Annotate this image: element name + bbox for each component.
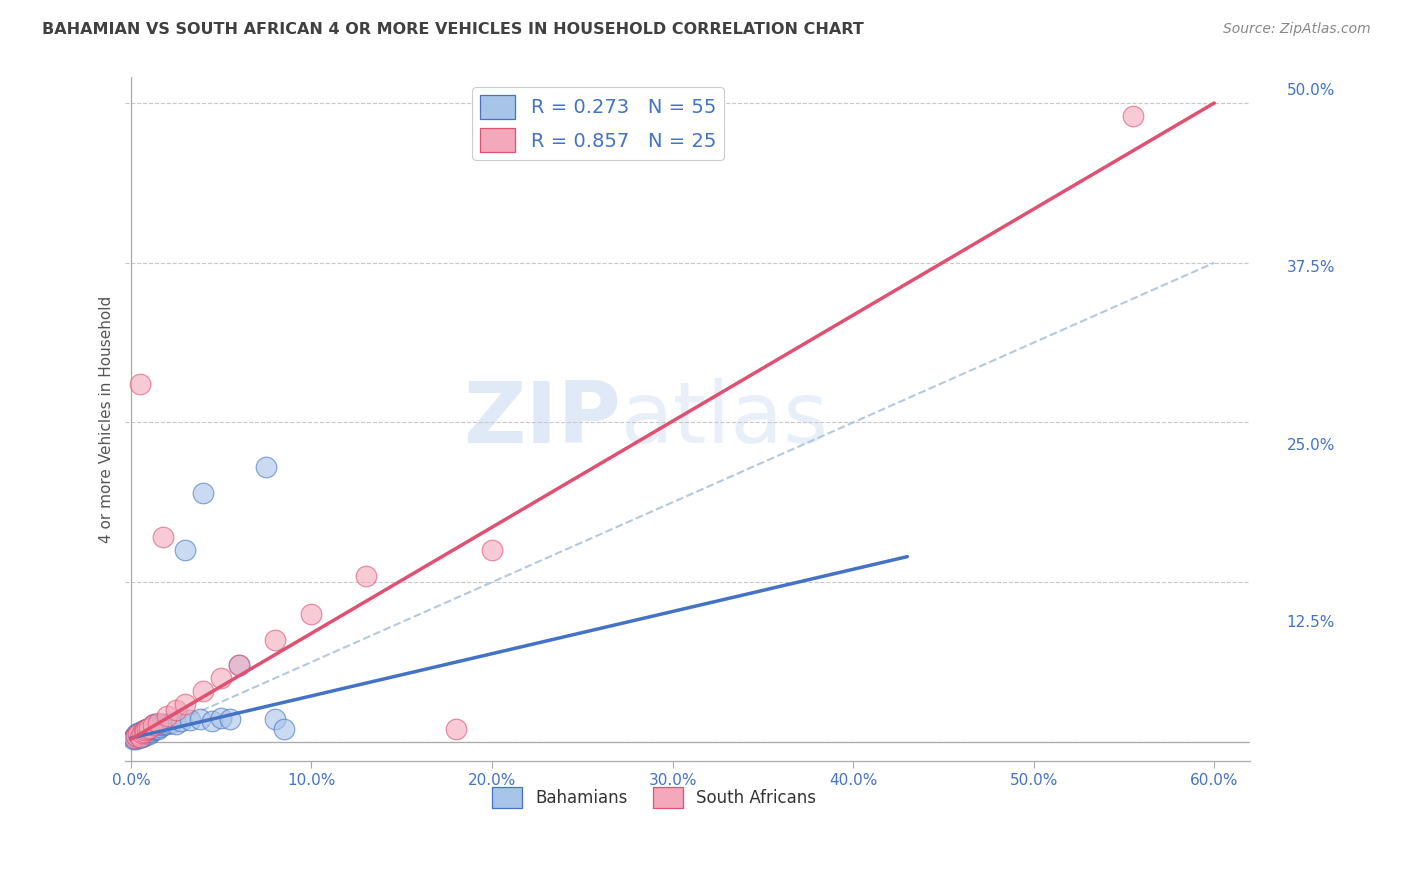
Point (188, 712, 211, 726)
Point (131, 726, 153, 740)
Point (1122, 109, 1144, 123)
Point (152, 717, 174, 731)
Point (124, 731, 146, 745)
Text: 50.0%: 50.0% (1286, 83, 1334, 98)
Point (354, 569, 377, 583)
Point (143, 717, 166, 731)
Point (156, 717, 179, 731)
Point (264, 712, 287, 726)
Point (132, 724, 155, 739)
Point (254, 460, 277, 475)
Point (273, 722, 295, 736)
Point (139, 724, 162, 739)
Point (129, 730, 152, 744)
Point (125, 729, 148, 743)
Text: ZIP: ZIP (463, 377, 620, 461)
Point (131, 726, 153, 740)
Point (209, 711, 232, 725)
Point (125, 729, 148, 743)
Point (201, 714, 224, 729)
Text: 37.5%: 37.5% (1286, 260, 1334, 276)
Point (165, 703, 187, 717)
Point (127, 731, 149, 745)
Text: BAHAMIAN VS SOUTH AFRICAN 4 OR MORE VEHICLES IN HOUSEHOLD CORRELATION CHART: BAHAMIAN VS SOUTH AFRICAN 4 OR MORE VEHI… (42, 22, 863, 37)
Text: Source: ZipAtlas.com: Source: ZipAtlas.com (1223, 22, 1371, 37)
Point (179, 713, 201, 727)
Text: 12.5%: 12.5% (1286, 615, 1334, 630)
Point (191, 485, 214, 500)
Point (134, 723, 156, 738)
Point (127, 729, 149, 743)
Point (444, 722, 467, 736)
Point (156, 709, 179, 723)
Point (228, 658, 250, 673)
Point (129, 377, 152, 392)
Point (152, 531, 174, 545)
Point (143, 722, 166, 736)
Point (131, 730, 153, 744)
Point (142, 718, 165, 732)
Point (146, 722, 169, 736)
Point (134, 726, 156, 740)
Point (174, 697, 197, 711)
Point (138, 721, 160, 735)
Point (134, 723, 156, 738)
Point (139, 720, 162, 734)
Point (170, 714, 193, 729)
Point (134, 727, 156, 741)
Text: 25.0%: 25.0% (1286, 438, 1334, 452)
Point (138, 727, 160, 741)
Point (124, 731, 146, 745)
Point (132, 726, 155, 740)
Point (481, 543, 503, 558)
Legend: Bahamians, South Africans: Bahamians, South Africans (485, 780, 823, 814)
Point (219, 712, 242, 726)
Point (125, 727, 148, 741)
Point (301, 607, 323, 621)
Point (132, 729, 155, 743)
Point (129, 727, 152, 741)
Point (127, 730, 149, 744)
Point (129, 729, 152, 743)
Point (191, 683, 214, 698)
Point (121, 732, 143, 747)
Point (127, 727, 149, 741)
Y-axis label: 4 or more Vehicles in Household: 4 or more Vehicles in Household (100, 295, 114, 543)
Point (228, 658, 250, 673)
Point (149, 720, 172, 734)
Point (129, 730, 152, 744)
Point (132, 723, 155, 738)
Point (142, 723, 165, 738)
Point (138, 721, 160, 735)
Point (159, 715, 181, 730)
Point (165, 717, 187, 731)
Text: atlas: atlas (620, 377, 828, 461)
Point (131, 727, 153, 741)
Point (209, 671, 232, 685)
Point (150, 718, 173, 732)
Point (127, 726, 149, 740)
Point (124, 730, 146, 744)
Point (146, 715, 169, 730)
Point (138, 724, 160, 739)
Point (142, 718, 165, 732)
Point (136, 722, 159, 736)
Point (146, 718, 169, 732)
Point (136, 726, 159, 740)
Point (264, 632, 287, 647)
Point (125, 732, 148, 747)
Point (145, 721, 167, 735)
Point (136, 722, 159, 736)
Point (174, 543, 197, 558)
Point (129, 724, 152, 739)
